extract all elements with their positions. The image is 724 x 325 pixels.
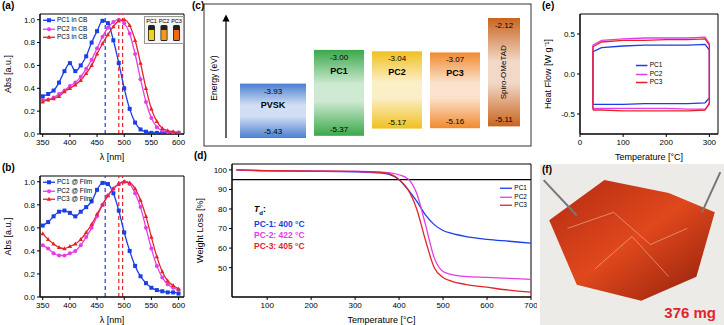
svg-text:-5.16: -5.16 <box>446 117 465 126</box>
svg-text:500: 500 <box>118 301 132 310</box>
html-text:(d): (d) <box>194 150 207 161</box>
svg-text:450: 450 <box>90 301 104 310</box>
html-text:PC3: PC3 <box>649 78 663 86</box>
svg-text:90: 90 <box>218 185 227 194</box>
svg-text:-2.12: -2.12 <box>495 21 514 30</box>
svg-text:300: 300 <box>703 138 717 147</box>
svg-text:-3.00: -3.00 <box>330 53 349 62</box>
svg-text:600: 600 <box>172 138 186 147</box>
html-text:PC2 in CB: PC2 in CB <box>57 24 88 32</box>
svg-text:100: 100 <box>616 138 630 147</box>
html-text:PC2: PC2 <box>514 192 527 200</box>
svg-text:0.5: 0.5 <box>564 30 576 39</box>
svg-text:0.4: 0.4 <box>24 84 36 93</box>
svg-text:Spiro-OMeTAD: Spiro-OMeTAD <box>499 45 508 99</box>
svg-text:100: 100 <box>260 301 274 310</box>
svg-text:200: 200 <box>660 138 674 147</box>
html-text:(a): (a) <box>2 0 15 11</box>
html-text:(b): (b) <box>2 162 15 173</box>
svg-text:450: 450 <box>90 138 104 147</box>
svg-text:-5.43: -5.43 <box>264 127 283 136</box>
svg-text:Temperature [°C]: Temperature [°C] <box>615 152 683 162</box>
svg-text:400: 400 <box>63 301 77 310</box>
svg-text:350: 350 <box>36 138 50 147</box>
svg-text:1.0: 1.0 <box>24 16 36 25</box>
svg-text:-5.11: -5.11 <box>495 115 513 124</box>
svg-text:0.8: 0.8 <box>24 38 36 47</box>
svg-text:λ [nm]: λ [nm] <box>100 315 125 325</box>
svg-text:PC3: PC3 <box>446 68 464 78</box>
svg-text:400: 400 <box>63 138 77 147</box>
svg-text:200: 200 <box>304 301 318 310</box>
svg-text:70: 70 <box>218 224 227 233</box>
svg-text:0.0: 0.0 <box>564 70 576 79</box>
svg-text:400: 400 <box>392 301 406 310</box>
svg-text:PC1: PC1 <box>330 66 348 76</box>
svg-text:350: 350 <box>36 301 50 310</box>
html-text:376 mg: 376 mg <box>664 304 716 321</box>
svg-text:700: 700 <box>524 301 537 310</box>
html-text:PC3 @ Film: PC3 @ Film <box>57 195 93 202</box>
svg-text:PVSK: PVSK <box>261 100 286 110</box>
svg-text:Weight Loss [%]: Weight Loss [%] <box>195 198 205 263</box>
svg-text:0.0: 0.0 <box>24 130 36 139</box>
svg-text:1.0: 1.0 <box>24 178 36 187</box>
svg-text:0.6: 0.6 <box>24 224 36 233</box>
svg-text:600: 600 <box>172 301 186 310</box>
svg-text:Temperature [°C]: Temperature [°C] <box>347 315 415 325</box>
svg-text:-3.93: -3.93 <box>264 87 283 96</box>
svg-text:Energy (eV): Energy (eV) <box>209 55 219 101</box>
svg-text:0.8: 0.8 <box>24 201 36 210</box>
html-text:PC-3: 405 °C: PC-3: 405 °C <box>254 240 305 251</box>
svg-text:300: 300 <box>348 301 362 310</box>
svg-text:-5.17: -5.17 <box>388 118 407 127</box>
svg-text:50: 50 <box>218 264 227 273</box>
svg-text:0.2: 0.2 <box>24 107 36 116</box>
html-text:PC2: PC2 <box>649 69 663 77</box>
svg-text:550: 550 <box>145 301 159 310</box>
svg-text:Abs [a.u.]: Abs [a.u.] <box>3 55 13 93</box>
svg-text:100: 100 <box>214 166 228 175</box>
html-text:(e): (e) <box>542 0 555 11</box>
svg-text:0.4: 0.4 <box>24 247 36 256</box>
html-text:(c): (c) <box>192 0 205 11</box>
svg-text:Abs [a.u.]: Abs [a.u.] <box>3 217 13 255</box>
html-text:PC3 in CB: PC3 in CB <box>57 33 88 40</box>
svg-text:600: 600 <box>480 301 494 310</box>
svg-text:0.0: 0.0 <box>24 293 36 302</box>
svg-text:PC3: PC3 <box>171 18 182 24</box>
svg-text:λ [nm]: λ [nm] <box>100 152 125 162</box>
svg-text:-3.04: -3.04 <box>388 54 407 63</box>
svg-text:Heat Flow [W g⁻¹]: Heat Flow [W g⁻¹] <box>543 39 553 109</box>
html-text:PC2 @ Film: PC2 @ Film <box>57 186 93 194</box>
svg-text:550: 550 <box>145 138 159 147</box>
svg-text:500: 500 <box>436 301 450 310</box>
html-text:PC1: PC1 <box>514 184 527 191</box>
svg-text:0: 0 <box>578 138 583 147</box>
svg-text:500: 500 <box>118 138 132 147</box>
html-text:Td:: Td: <box>254 203 266 216</box>
svg-text:60: 60 <box>218 244 227 253</box>
svg-text:PC2: PC2 <box>388 67 406 77</box>
svg-text:0.6: 0.6 <box>24 61 36 70</box>
svg-text:PC2: PC2 <box>159 18 170 24</box>
html-text:PC-1: 400 °C: PC-1: 400 °C <box>254 218 305 229</box>
html-text:(f): (f) <box>542 164 552 175</box>
svg-text:-5.37: -5.37 <box>330 125 349 134</box>
html-text:PC1 @ Film: PC1 @ Film <box>57 178 93 185</box>
svg-text:-3.07: -3.07 <box>446 55 465 64</box>
html-text:PC3: PC3 <box>514 201 527 208</box>
svg-text:-0.5: -0.5 <box>561 110 575 119</box>
html-text:PC-2: 422 °C: PC-2: 422 °C <box>254 229 305 240</box>
svg-text:80: 80 <box>218 205 227 214</box>
svg-text:PC1: PC1 <box>146 18 157 24</box>
html-text:PC1 in CB: PC1 in CB <box>57 16 88 23</box>
svg-text:0.2: 0.2 <box>24 270 36 279</box>
html-text:PC1: PC1 <box>649 61 663 69</box>
